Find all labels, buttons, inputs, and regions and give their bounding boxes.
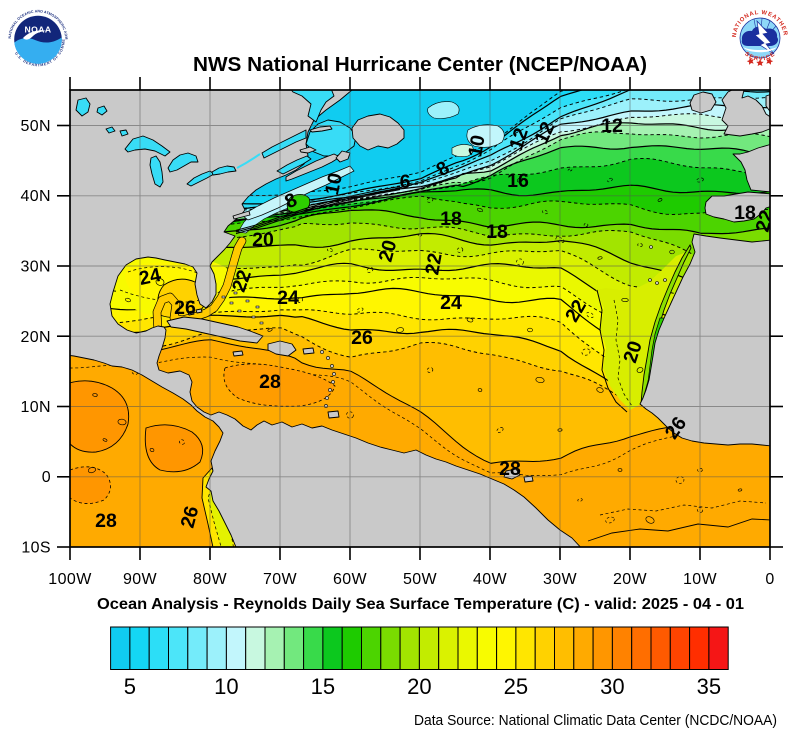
svg-text:18: 18 — [734, 202, 756, 224]
svg-text:20N: 20N — [20, 329, 51, 346]
svg-text:Data Source: National Climatic: Data Source: National Climatic Data Cent… — [414, 712, 777, 729]
svg-text:18: 18 — [486, 221, 508, 243]
svg-text:35: 35 — [697, 674, 721, 699]
svg-text:30: 30 — [600, 674, 624, 699]
svg-text:80W: 80W — [193, 571, 228, 588]
svg-text:40W: 40W — [473, 571, 508, 588]
svg-text:20: 20 — [252, 229, 274, 251]
svg-text:30N: 30N — [20, 259, 51, 276]
svg-text:28: 28 — [259, 371, 281, 393]
svg-text:90W: 90W — [123, 571, 158, 588]
svg-text:70W: 70W — [263, 571, 298, 588]
svg-text:0: 0 — [42, 469, 51, 486]
svg-text:10: 10 — [214, 674, 238, 699]
svg-text:22: 22 — [752, 208, 779, 235]
svg-text:18: 18 — [440, 208, 462, 230]
svg-text:NOAA: NOAA — [25, 25, 52, 35]
svg-text:10N: 10N — [20, 399, 51, 416]
svg-text:10S: 10S — [21, 540, 51, 557]
svg-text:60W: 60W — [333, 571, 368, 588]
svg-text:50N: 50N — [20, 118, 51, 135]
svg-text:NWS National Hurricane Center: NWS National Hurricane Center (NCEP/NOAA… — [193, 54, 647, 76]
svg-text:5: 5 — [124, 674, 136, 699]
svg-text:24: 24 — [277, 287, 299, 309]
svg-text:26: 26 — [174, 297, 196, 319]
svg-text:15: 15 — [311, 674, 335, 699]
svg-text:16: 16 — [507, 170, 529, 192]
svg-text:100W: 100W — [48, 571, 92, 588]
svg-text:0: 0 — [765, 571, 774, 588]
svg-text:12: 12 — [601, 115, 623, 137]
svg-text:20W: 20W — [613, 571, 648, 588]
svg-text:Ocean Analysis - Reynolds Dail: Ocean Analysis - Reynolds Daily Sea Surf… — [97, 596, 744, 613]
svg-text:50W: 50W — [403, 571, 438, 588]
svg-text:10: 10 — [321, 171, 347, 197]
svg-text:10: 10 — [464, 133, 489, 158]
svg-text:25: 25 — [504, 674, 528, 699]
svg-text:SERVICE: SERVICE — [743, 51, 777, 63]
svg-text:22: 22 — [421, 251, 446, 276]
svg-text:10W: 10W — [683, 571, 718, 588]
svg-text:6: 6 — [400, 171, 411, 193]
svg-text:40N: 40N — [20, 188, 51, 205]
svg-text:28: 28 — [95, 510, 117, 532]
svg-text:28: 28 — [499, 458, 521, 480]
svg-text:20: 20 — [407, 674, 431, 699]
svg-text:24: 24 — [440, 292, 462, 314]
svg-text:30W: 30W — [543, 571, 578, 588]
svg-text:24: 24 — [137, 264, 163, 290]
svg-text:26: 26 — [351, 327, 373, 349]
